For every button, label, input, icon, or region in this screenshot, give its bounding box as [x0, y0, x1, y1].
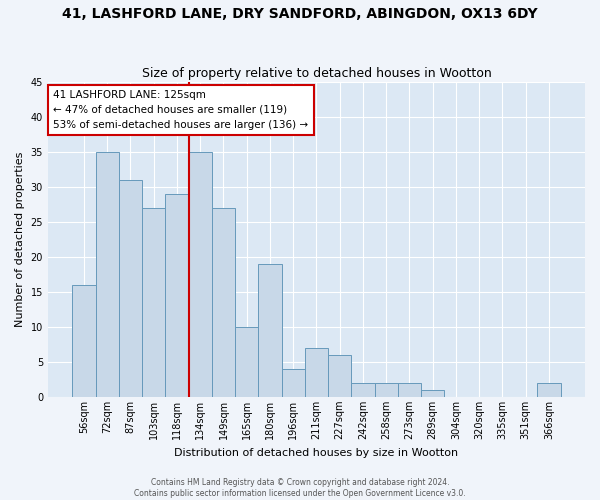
Bar [119, 180, 142, 397]
Bar [398, 383, 421, 397]
Bar [281, 369, 305, 397]
Bar [305, 348, 328, 397]
Text: 41 LASHFORD LANE: 125sqm
← 47% of detached houses are smaller (119)
53% of semi-: 41 LASHFORD LANE: 125sqm ← 47% of detach… [53, 90, 308, 130]
Bar [188, 152, 212, 397]
Bar [421, 390, 445, 397]
Y-axis label: Number of detached properties: Number of detached properties [15, 152, 25, 327]
Text: Contains HM Land Registry data © Crown copyright and database right 2024.
Contai: Contains HM Land Registry data © Crown c… [134, 478, 466, 498]
Bar [259, 264, 281, 397]
Title: Size of property relative to detached houses in Wootton: Size of property relative to detached ho… [142, 66, 491, 80]
Bar [142, 208, 166, 397]
Text: 41, LASHFORD LANE, DRY SANDFORD, ABINGDON, OX13 6DY: 41, LASHFORD LANE, DRY SANDFORD, ABINGDO… [62, 8, 538, 22]
X-axis label: Distribution of detached houses by size in Wootton: Distribution of detached houses by size … [175, 448, 458, 458]
Bar [352, 383, 374, 397]
Bar [166, 194, 188, 397]
Bar [95, 152, 119, 397]
Bar [538, 383, 560, 397]
Bar [328, 355, 352, 397]
Bar [212, 208, 235, 397]
Bar [73, 285, 95, 397]
Bar [235, 327, 259, 397]
Bar [374, 383, 398, 397]
